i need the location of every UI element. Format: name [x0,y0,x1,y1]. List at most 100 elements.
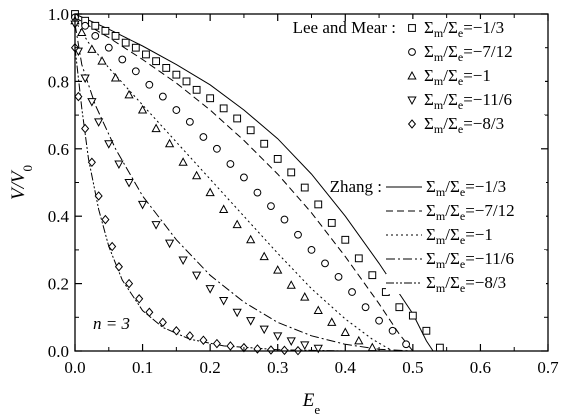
lee-mear-point [300,341,310,350]
axis-ticks: 0.0 0.1 0.2 0.3 0.4 0.5 0.6 0.7 0.0 0.2 0.4 0.6 0.8 1… [48,5,559,377]
lee-mear-series-4 [70,20,323,354]
lee-mear-point [300,292,310,301]
lee-mear-point [87,98,97,107]
lee-mear-point [259,325,269,335]
lee-mear-point [80,74,90,84]
lee-mear-point [375,316,383,325]
lee-mear-point [172,326,181,336]
lee-mear-series-3 [70,15,377,352]
lee-mear-point [233,114,242,123]
lee-mear-point [321,259,329,268]
lee-mear-point [286,280,296,289]
lee-mear-point [286,337,296,346]
lee-mear-point [185,331,194,341]
legend-row-bg [386,178,546,198]
lee-mear-point [145,80,154,89]
lee-mear-point [313,344,323,354]
legend-entry-label: Σm/Σe=−1/3 [424,18,504,40]
lee-mear-point [118,55,127,64]
lee-mear-point [219,204,229,213]
lee-mear-point [280,345,289,356]
lee-mear-point [361,303,370,312]
lee-mear-point [114,261,123,272]
legend-entry-label: Σm/Σe=−7/12 [426,201,515,223]
x-axis-label: Ee [302,390,321,414]
lee-mear-point [307,246,316,254]
lee-mear-point [232,219,242,229]
legend-row-bg [386,274,546,294]
x-tick-label: 0.3 [267,358,288,377]
lee-mear-point [151,221,161,230]
lee-mear-point [226,160,235,168]
lee-mear-point [267,202,275,210]
lee-mear-point [178,256,188,266]
lee-mear-point [219,104,228,113]
x-tick-label: 0.2 [200,358,221,377]
legend-row-bg [400,115,545,135]
lee-mear-point [81,21,90,30]
x-tick-label: 0.4 [335,358,357,377]
lee-mear-point [280,215,289,224]
lee-mear-point [124,179,134,188]
lee-mear-point [226,341,235,351]
lee-mear-point [77,27,87,37]
legend-row-bg [386,202,546,222]
x-tick-label: 0.0 [64,358,85,377]
lee-mear-point [111,32,120,40]
lee-mear-point [125,278,134,289]
y-tick-label: 0.6 [48,140,69,159]
lee-mear-point [91,21,100,30]
lee-mear-point [273,332,283,341]
y-tick-label: 0.4 [48,207,70,226]
lee-mear-point [152,57,160,66]
lee-mear-point [368,271,377,280]
zhang-curve-5 [74,47,346,352]
lee-mear-point [422,326,431,335]
lee-mear-point [213,144,221,153]
y-tick-label: 0.2 [48,275,69,294]
lee-mear-series-5 [70,42,303,356]
lee-mear-point [300,183,309,192]
lee-mear-point [192,85,201,94]
legend-entry-label: Σm/Σe=−8/3 [426,273,506,295]
lee-mear-point [199,335,208,345]
lee-mear-point [435,343,444,352]
lee-mear-point [142,50,150,59]
lee-mear-point [348,288,356,296]
lee-mear-series-1 [71,10,444,352]
lee-mear-point [91,32,100,40]
legend-row-bg [400,19,545,39]
legend-title-lee-mear: Lee and Mear : [293,18,396,37]
legend-row-bg [400,43,545,63]
x-tick-label: 0.1 [132,358,153,377]
lee-mear-point [273,155,282,163]
lee-mear-point [232,308,242,318]
lee-mear-point [327,219,336,227]
y-tick-label: 1.0 [48,5,69,24]
lee-mear-point [402,340,411,349]
legend-marker [408,48,416,56]
lee-mear-point [178,157,188,166]
lee-mear-point [110,72,121,82]
legend-row-bg [400,91,545,111]
lee-mear-point [104,140,114,149]
lee-mear-point [121,38,130,47]
legend-entry-label: Σm/Σe=−11/6 [424,90,512,112]
legend-title-zhang: Zhang : [330,177,382,196]
legend-entry-label: Σm/Σe=−7/12 [424,42,513,64]
lee-mear-point [94,118,104,127]
n-annotation: n = 3 [93,314,130,333]
lee-mear-point [191,271,202,281]
lee-mear-point [388,326,397,335]
lee-mear-point [124,89,134,99]
lee-mear-point [101,214,110,225]
legend-marker [407,119,417,129]
lee-mear-point [162,64,171,72]
lee-mear-point [246,317,256,326]
lee-mear-point [191,170,202,180]
lee-mear-point [294,230,302,239]
lee-mear-point [164,138,175,148]
lee-mear-point [164,239,175,249]
legend-entry-label: Σm/Σe=−11/6 [426,249,514,271]
